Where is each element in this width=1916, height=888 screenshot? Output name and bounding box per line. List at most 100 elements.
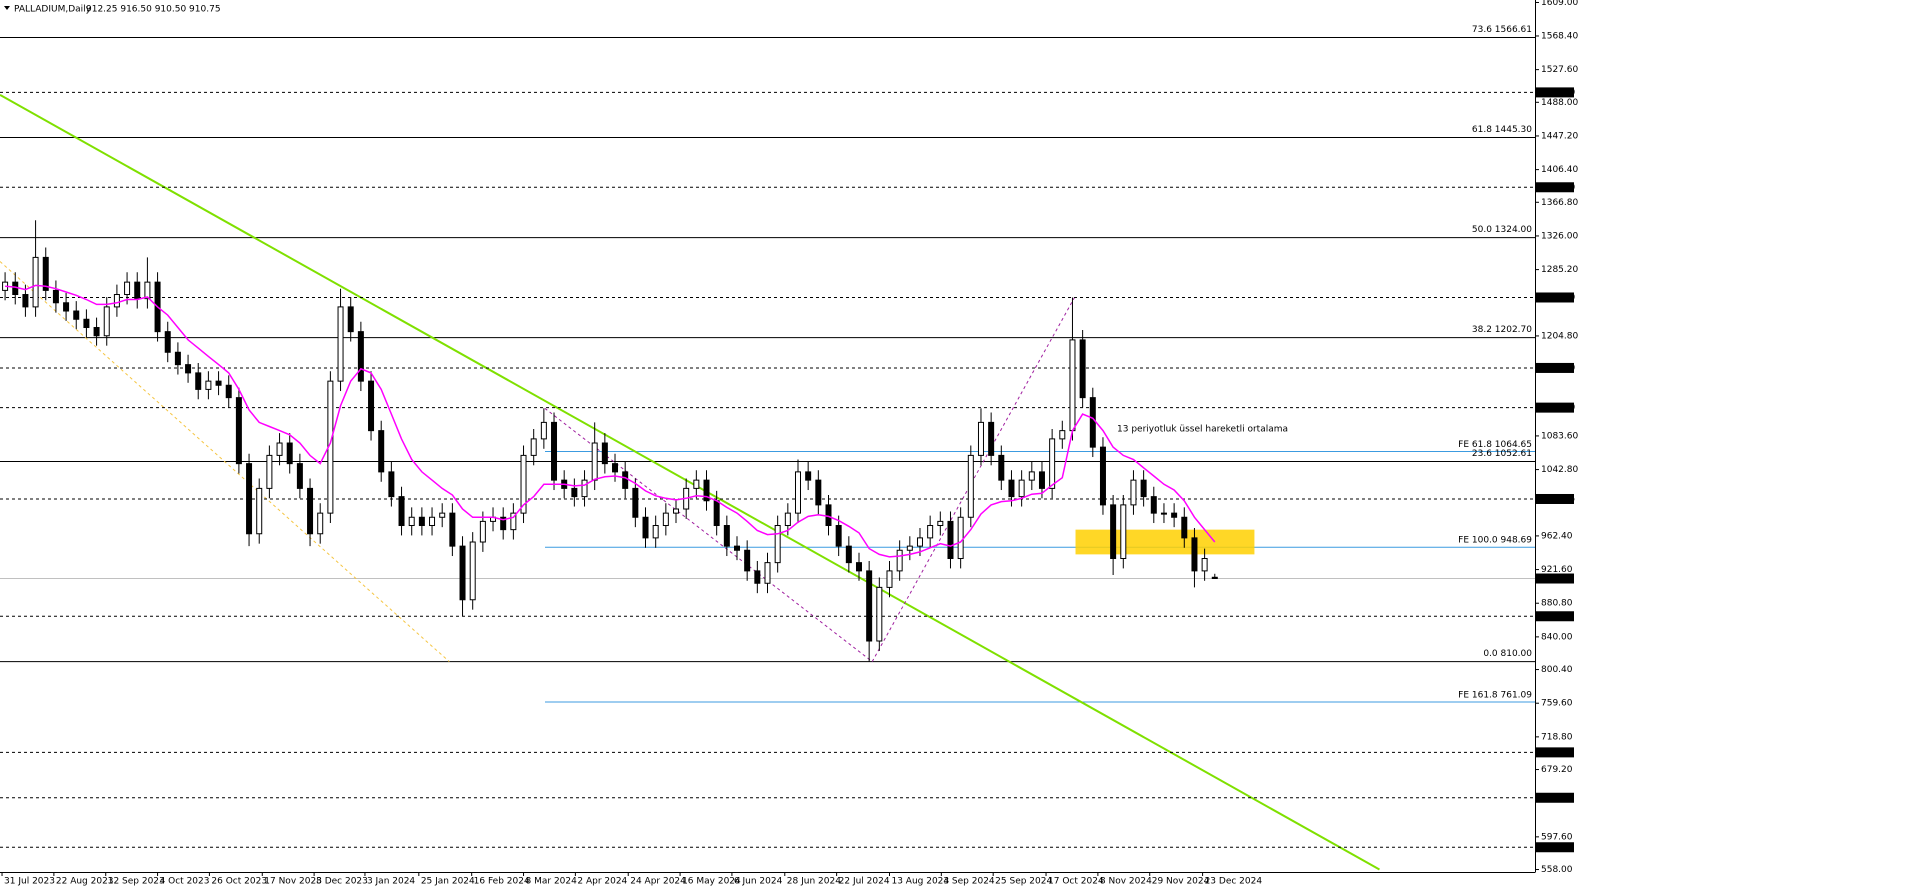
candle-body: [317, 512, 324, 535]
level-box-label: 645.00: [1538, 793, 1570, 803]
candle-body: [774, 525, 781, 564]
x-tick-label: 8 Mar 2024: [526, 877, 578, 887]
menu-triangle[interactable]: [4, 6, 10, 10]
trendline: [0, 261, 450, 663]
candle-body: [977, 421, 984, 456]
candle-body: [886, 570, 893, 588]
y-tick-label: 1568.40: [1541, 31, 1578, 41]
level-box-label: 1500.00: [1538, 88, 1575, 98]
candle-body: [246, 463, 253, 535]
y-tick-label: 679.20: [1541, 765, 1573, 775]
candle-body: [256, 487, 263, 535]
fib-level-label: 73.6 1566.61: [1472, 25, 1532, 35]
candle-body: [713, 500, 720, 527]
candle-body: [12, 281, 19, 296]
candle-body: [1140, 479, 1147, 498]
candle-body: [124, 281, 131, 296]
y-tick-label: 1609.00: [1541, 0, 1578, 8]
x-tick-label: 17 Oct 2024: [1048, 877, 1104, 887]
fib-level-label: 61.8 1445.30: [1472, 125, 1532, 135]
x-tick-label: 17 Nov 2023: [264, 877, 322, 887]
x-tick-label: 13 Aug 2024: [891, 877, 949, 887]
candle-body: [235, 397, 242, 465]
candle-body: [937, 520, 944, 527]
candle-body: [855, 562, 862, 572]
candle-body: [185, 364, 192, 374]
level-box: [1536, 493, 1574, 504]
candle-body: [378, 430, 385, 473]
level-box: [1536, 792, 1574, 803]
ema-line: [5, 284, 1216, 558]
level-box-label: 910.75: [1538, 574, 1570, 584]
candle-body: [174, 351, 181, 366]
candle-body: [622, 471, 629, 489]
candle-body: [815, 479, 822, 506]
y-tick-label: 1406.40: [1541, 165, 1578, 175]
candle-body: [439, 512, 446, 518]
candle-body: [957, 516, 964, 560]
candle-body: [1008, 479, 1015, 498]
candle-body: [286, 442, 293, 465]
x-tick-label: 16 May 2024: [682, 877, 741, 887]
candle-body: [520, 454, 527, 514]
candle-body: [998, 454, 1005, 481]
x-tick-label: 25 Jan 2024: [421, 877, 475, 887]
candle-body: [734, 545, 741, 551]
candle-body: [652, 525, 659, 539]
candle-body: [418, 516, 425, 527]
candle-body: [947, 520, 954, 560]
y-tick-label: 1488.00: [1541, 98, 1578, 108]
candle-body: [113, 294, 120, 308]
level-box: [1536, 182, 1574, 193]
candle-body: [906, 545, 913, 551]
level-box: [1536, 362, 1574, 373]
level-box: [1536, 87, 1574, 98]
candle-body: [794, 471, 801, 514]
candle-body: [368, 380, 375, 432]
x-tick-label: 8 Nov 2024: [1100, 877, 1152, 887]
candle-body: [429, 516, 436, 527]
x-tick-label: 3 Sep 2024: [943, 877, 995, 887]
fe-level-label: FE 61.8 1064.65: [1458, 440, 1532, 450]
x-tick-label: 24 Apr 2024: [630, 877, 686, 887]
ema-annotation: 13 periyotluk üssel hareketli ortalama: [1117, 424, 1288, 434]
candle-body: [276, 442, 283, 456]
chart-ohlc: 912.25 916.50 910.50 910.75: [86, 5, 221, 15]
x-tick-label: 23 Dec 2024: [1205, 877, 1263, 887]
y-tick-label: 1326.00: [1541, 231, 1578, 241]
candle-body: [22, 294, 29, 308]
x-tick-label: 4 Oct 2023: [160, 877, 210, 887]
x-tick-label: 12 Sep 2023: [108, 877, 165, 887]
candle-body: [347, 306, 354, 333]
level-box: [1536, 292, 1574, 303]
candle-body: [307, 487, 314, 535]
candle-body: [1120, 504, 1127, 560]
candle-body: [93, 327, 100, 337]
candle-body: [83, 318, 90, 329]
level-box-label: 700.00: [1538, 748, 1570, 758]
candle-body: [1028, 471, 1035, 481]
level-box-label: 1385.00: [1538, 183, 1575, 193]
candle-body: [1211, 576, 1218, 580]
candle-body: [1059, 430, 1066, 440]
x-tick-label: 31 Jul 2023: [4, 877, 55, 887]
candle-body: [1201, 558, 1208, 572]
fe-level-label: FE 161.8 761.09: [1458, 690, 1532, 700]
x-tick-label: 22 Aug 2023: [56, 877, 114, 887]
candle-body: [63, 302, 70, 312]
y-tick-label: 1083.60: [1541, 431, 1578, 441]
candle-body: [530, 438, 537, 456]
candle-body: [32, 256, 39, 308]
fib-level-label: 23.6 1052.61: [1472, 449, 1532, 459]
candle-body: [673, 508, 680, 514]
candle-body: [764, 562, 771, 584]
candle-body: [164, 331, 171, 353]
candle-body: [449, 512, 456, 547]
candle-body: [195, 372, 202, 390]
candle-body: [1110, 504, 1117, 560]
plot-area: [0, 36, 1535, 871]
fib-level-label: 38.2 1202.70: [1472, 325, 1532, 335]
candle-body: [1130, 479, 1137, 506]
level-box: [1536, 573, 1574, 584]
